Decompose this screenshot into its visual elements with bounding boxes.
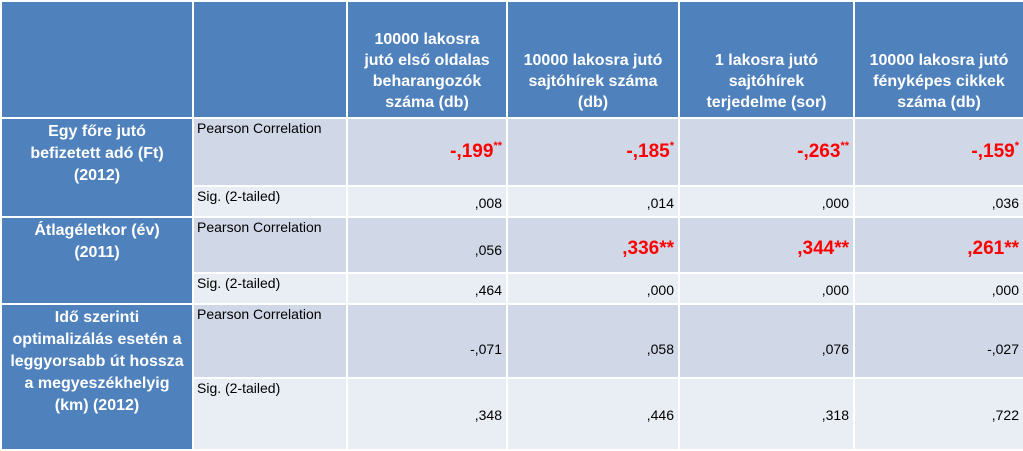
- table-row: Egy főre jutó befizetett adó (Ft) (2012)…: [0, 117, 1023, 218]
- significance-mark: **: [840, 140, 849, 152]
- column-header-line: sajtóhírek száma: [528, 73, 658, 90]
- column-header-line: 10000 lakosra jutó: [869, 52, 1009, 69]
- row-group-label: Egy főre jutó befizetett adó (Ft) (2012): [0, 117, 194, 218]
- correlation-value: ,076: [678, 303, 855, 379]
- value-text: -,185: [626, 141, 670, 162]
- sig-value: ,036: [853, 185, 1023, 218]
- sig-value: ,318: [678, 377, 855, 451]
- sig-value: ,000: [506, 272, 680, 305]
- sig-value: ,348: [346, 377, 508, 451]
- column-header: 10000 lakosra jutó fényképes cikkek szám…: [853, 0, 1023, 119]
- value-text: -,159: [971, 141, 1015, 162]
- row-label-line: optimalizálás esetén a: [12, 331, 182, 348]
- column-header-line: sajtóhírek: [728, 73, 805, 90]
- correlation-value: ,336**: [506, 216, 680, 274]
- correlation-value: -,027: [853, 303, 1023, 379]
- header-row: 10000 lakosra jutó első oldalas beharang…: [0, 0, 1023, 119]
- correlation-value: ,344**: [678, 216, 855, 274]
- sig-value: ,000: [678, 272, 855, 305]
- column-header-line: jutó első oldalas: [364, 52, 490, 69]
- stat-label: Pearson Correlation: [192, 117, 348, 187]
- value-text: -,263: [797, 141, 841, 162]
- significance-mark: *: [1014, 140, 1019, 152]
- row-label-line: (km) (2012): [54, 397, 140, 414]
- column-header-line: (db): [577, 94, 609, 111]
- row-group-label: Idő szerinti optimalizálás esetén a legg…: [0, 303, 194, 451]
- row-label-line: Idő szerinti: [54, 309, 140, 326]
- stat-header-cell: [192, 0, 348, 119]
- row-label-line: (2011): [74, 244, 120, 261]
- correlation-value: ,058: [506, 303, 680, 379]
- table-row: Átlagéletkor (év) (2011) Pearson Correla…: [0, 216, 1023, 305]
- row-group-label: Átlagéletkor (év) (2011): [0, 216, 194, 305]
- row-label-line: a megyeszékhelyig: [24, 375, 170, 392]
- sig-value: ,464: [346, 272, 508, 305]
- column-header-line: száma (db): [385, 94, 469, 111]
- correlation-value: ,056: [346, 216, 508, 274]
- stat-label: Sig. (2-tailed): [192, 377, 348, 451]
- row-label-line: (2012): [73, 167, 121, 184]
- row-label-line: Átlagéletkor (év): [34, 222, 160, 239]
- correlation-value: -,071: [346, 303, 508, 379]
- stat-label: Sig. (2-tailed): [192, 272, 348, 305]
- significance-mark: *: [669, 140, 674, 152]
- column-header-line: 10000 lakosra jutó: [523, 52, 663, 69]
- column-header: 10000 lakosra jutó sajtóhírek száma (db): [506, 0, 680, 119]
- column-header-line: száma (db): [897, 94, 981, 111]
- correlation-value: -,185*: [506, 117, 680, 187]
- stat-label: Pearson Correlation: [192, 303, 348, 379]
- significance-mark: **: [493, 140, 502, 152]
- table-row: Sig. (2-tailed) ,348 ,446 ,318 ,722: [1, 377, 1023, 451]
- row-label-line: leggyorsabb út hossza: [10, 353, 184, 370]
- table-row: Sig. (2-tailed) ,464 ,000 ,000 ,000: [1, 272, 1023, 305]
- corner-cell: [0, 0, 194, 119]
- column-header-line: 10000 lakosra: [374, 31, 480, 48]
- row-label-line: Egy főre jutó: [48, 123, 146, 140]
- table-row: Sig. (2-tailed) ,008 ,014 ,000 ,036: [1, 185, 1023, 218]
- sig-value: ,000: [853, 272, 1023, 305]
- table-row: Idő szerinti optimalizálás esetén a legg…: [0, 303, 1023, 451]
- sig-value: ,008: [346, 185, 508, 218]
- stat-label: Sig. (2-tailed): [192, 185, 348, 218]
- sig-value: ,000: [678, 185, 855, 218]
- column-header-line: beharangozók: [372, 73, 482, 90]
- value-text: -,199: [450, 141, 494, 162]
- sig-value: ,722: [853, 377, 1023, 451]
- stat-label: Pearson Correlation: [192, 216, 348, 274]
- sig-value: ,446: [506, 377, 680, 451]
- sig-value: ,014: [506, 185, 680, 218]
- correlation-value: ,261**: [853, 216, 1023, 274]
- column-header-line: fényképes cikkek: [873, 73, 1005, 90]
- column-header-line: terjedelme (sor): [706, 94, 827, 111]
- correlation-value: -,263**: [678, 117, 855, 187]
- correlation-value: -,199**: [346, 117, 508, 187]
- correlation-value: -,159*: [853, 117, 1023, 187]
- column-header: 1 lakosra jutó sajtóhírek terjedelme (so…: [678, 0, 855, 119]
- column-header-line: 1 lakosra jutó: [714, 52, 819, 69]
- column-header: 10000 lakosra jutó első oldalas beharang…: [346, 0, 508, 119]
- row-label-line: befizetett adó (Ft): [30, 145, 164, 162]
